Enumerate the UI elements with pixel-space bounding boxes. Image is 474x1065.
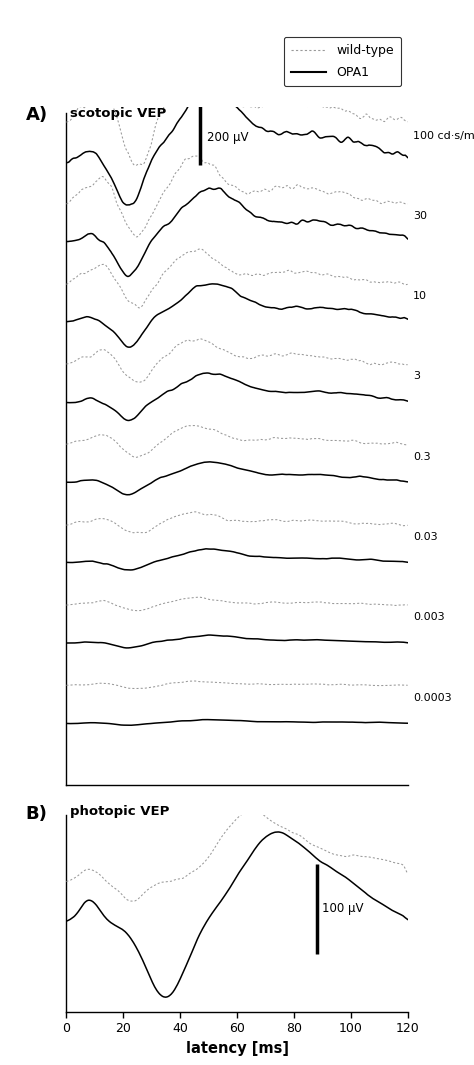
Text: 10: 10: [413, 291, 428, 301]
Text: 0.003: 0.003: [413, 612, 445, 622]
Text: B): B): [26, 805, 47, 823]
Text: 0.03: 0.03: [413, 532, 438, 542]
X-axis label: latency [ms]: latency [ms]: [185, 1041, 289, 1055]
Text: 3: 3: [413, 372, 420, 381]
Text: 100 cd·s/m²: 100 cd·s/m²: [413, 131, 474, 141]
Text: A): A): [26, 106, 47, 125]
Text: 30: 30: [413, 211, 428, 220]
Text: photopic VEP: photopic VEP: [70, 805, 169, 818]
Legend: wild-type, OPA1: wild-type, OPA1: [284, 36, 401, 86]
Text: 200 μV: 200 μV: [207, 131, 249, 144]
Text: 100 μV: 100 μV: [322, 902, 364, 915]
Text: 0.3: 0.3: [413, 452, 431, 462]
Text: 0.0003: 0.0003: [413, 692, 452, 703]
Text: scotopic VEP: scotopic VEP: [70, 106, 166, 119]
